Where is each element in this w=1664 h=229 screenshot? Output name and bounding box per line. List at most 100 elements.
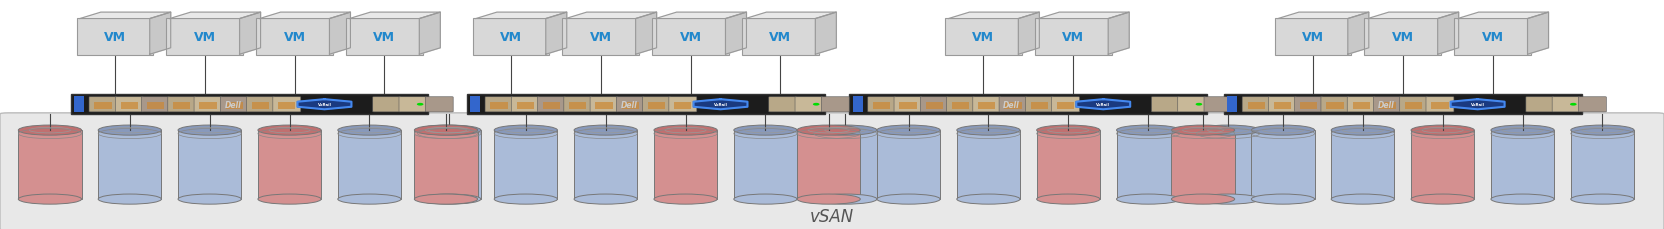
Text: VM: VM bbox=[283, 31, 306, 44]
FancyBboxPatch shape bbox=[642, 97, 671, 112]
Text: VM: VM bbox=[589, 31, 612, 44]
Ellipse shape bbox=[1196, 194, 1260, 204]
Ellipse shape bbox=[957, 194, 1020, 204]
Bar bbox=[173, 102, 190, 110]
Text: VxRail: VxRail bbox=[318, 102, 331, 106]
Text: VxRail: VxRail bbox=[1097, 102, 1110, 106]
FancyBboxPatch shape bbox=[564, 97, 592, 112]
Bar bbox=[251, 102, 270, 110]
Bar bbox=[852, 97, 864, 113]
FancyBboxPatch shape bbox=[346, 19, 423, 55]
Ellipse shape bbox=[1571, 125, 1634, 136]
Ellipse shape bbox=[1171, 194, 1235, 204]
Ellipse shape bbox=[814, 125, 877, 136]
Bar bbox=[674, 102, 692, 110]
Bar bbox=[75, 97, 83, 113]
Bar bbox=[1057, 102, 1075, 110]
FancyBboxPatch shape bbox=[1268, 97, 1296, 112]
FancyBboxPatch shape bbox=[1454, 19, 1531, 55]
Ellipse shape bbox=[258, 125, 321, 136]
Bar bbox=[1037, 131, 1100, 199]
Ellipse shape bbox=[98, 194, 161, 204]
Polygon shape bbox=[298, 100, 351, 110]
Ellipse shape bbox=[1195, 104, 1201, 106]
Bar bbox=[957, 131, 1020, 199]
FancyBboxPatch shape bbox=[1426, 97, 1454, 112]
Ellipse shape bbox=[1331, 125, 1394, 136]
Ellipse shape bbox=[1491, 194, 1554, 204]
Ellipse shape bbox=[1037, 194, 1100, 204]
Bar bbox=[797, 131, 860, 199]
Ellipse shape bbox=[258, 194, 321, 204]
Bar bbox=[952, 102, 968, 110]
FancyBboxPatch shape bbox=[669, 97, 697, 112]
Bar bbox=[70, 95, 429, 114]
FancyBboxPatch shape bbox=[1579, 97, 1606, 112]
Polygon shape bbox=[1038, 13, 1130, 19]
FancyBboxPatch shape bbox=[1025, 97, 1053, 112]
Ellipse shape bbox=[797, 125, 860, 136]
FancyBboxPatch shape bbox=[616, 97, 644, 112]
Bar bbox=[654, 131, 717, 199]
Ellipse shape bbox=[338, 125, 401, 136]
FancyBboxPatch shape bbox=[77, 19, 153, 55]
Text: VM: VM bbox=[1391, 31, 1414, 44]
Polygon shape bbox=[349, 13, 441, 19]
Polygon shape bbox=[948, 13, 1040, 19]
FancyBboxPatch shape bbox=[115, 97, 143, 112]
Text: VxRail: VxRail bbox=[714, 102, 727, 106]
FancyBboxPatch shape bbox=[591, 97, 617, 112]
Text: VM: VM bbox=[1301, 31, 1325, 44]
FancyBboxPatch shape bbox=[1526, 97, 1554, 112]
Bar bbox=[18, 131, 82, 199]
FancyBboxPatch shape bbox=[1321, 97, 1350, 112]
FancyBboxPatch shape bbox=[742, 19, 819, 55]
Ellipse shape bbox=[957, 125, 1020, 136]
Ellipse shape bbox=[418, 104, 424, 106]
FancyBboxPatch shape bbox=[511, 97, 539, 112]
FancyBboxPatch shape bbox=[195, 97, 221, 112]
FancyBboxPatch shape bbox=[1241, 97, 1270, 112]
FancyBboxPatch shape bbox=[141, 97, 170, 112]
Ellipse shape bbox=[877, 194, 940, 204]
Text: VM: VM bbox=[972, 31, 995, 44]
FancyBboxPatch shape bbox=[920, 97, 948, 112]
Ellipse shape bbox=[1571, 194, 1634, 204]
Bar bbox=[418, 131, 481, 199]
Bar bbox=[471, 97, 481, 113]
Ellipse shape bbox=[814, 194, 877, 204]
Bar bbox=[120, 102, 138, 110]
FancyBboxPatch shape bbox=[473, 19, 549, 55]
FancyBboxPatch shape bbox=[1364, 19, 1441, 55]
Polygon shape bbox=[1348, 13, 1369, 55]
Text: VM: VM bbox=[373, 31, 396, 44]
Bar bbox=[1248, 102, 1265, 110]
FancyBboxPatch shape bbox=[426, 97, 453, 112]
Bar bbox=[258, 131, 321, 199]
Text: VM: VM bbox=[499, 31, 522, 44]
Bar bbox=[1431, 102, 1449, 110]
Polygon shape bbox=[566, 13, 657, 19]
FancyBboxPatch shape bbox=[998, 97, 1027, 112]
Bar bbox=[622, 102, 639, 110]
FancyBboxPatch shape bbox=[273, 97, 301, 112]
Bar bbox=[1331, 131, 1394, 199]
Bar bbox=[200, 102, 216, 110]
Bar bbox=[1117, 131, 1180, 199]
Ellipse shape bbox=[494, 194, 557, 204]
Bar bbox=[516, 102, 534, 110]
Bar bbox=[1030, 102, 1048, 110]
FancyBboxPatch shape bbox=[486, 97, 513, 112]
Bar bbox=[850, 95, 1208, 114]
Ellipse shape bbox=[1571, 104, 1577, 106]
Polygon shape bbox=[1438, 13, 1459, 55]
Ellipse shape bbox=[654, 125, 717, 136]
FancyBboxPatch shape bbox=[562, 19, 639, 55]
Bar bbox=[574, 131, 637, 199]
Polygon shape bbox=[636, 13, 657, 55]
Bar bbox=[734, 131, 797, 199]
Bar bbox=[278, 102, 296, 110]
Polygon shape bbox=[476, 13, 567, 19]
FancyBboxPatch shape bbox=[0, 113, 1664, 229]
FancyBboxPatch shape bbox=[1275, 19, 1351, 55]
